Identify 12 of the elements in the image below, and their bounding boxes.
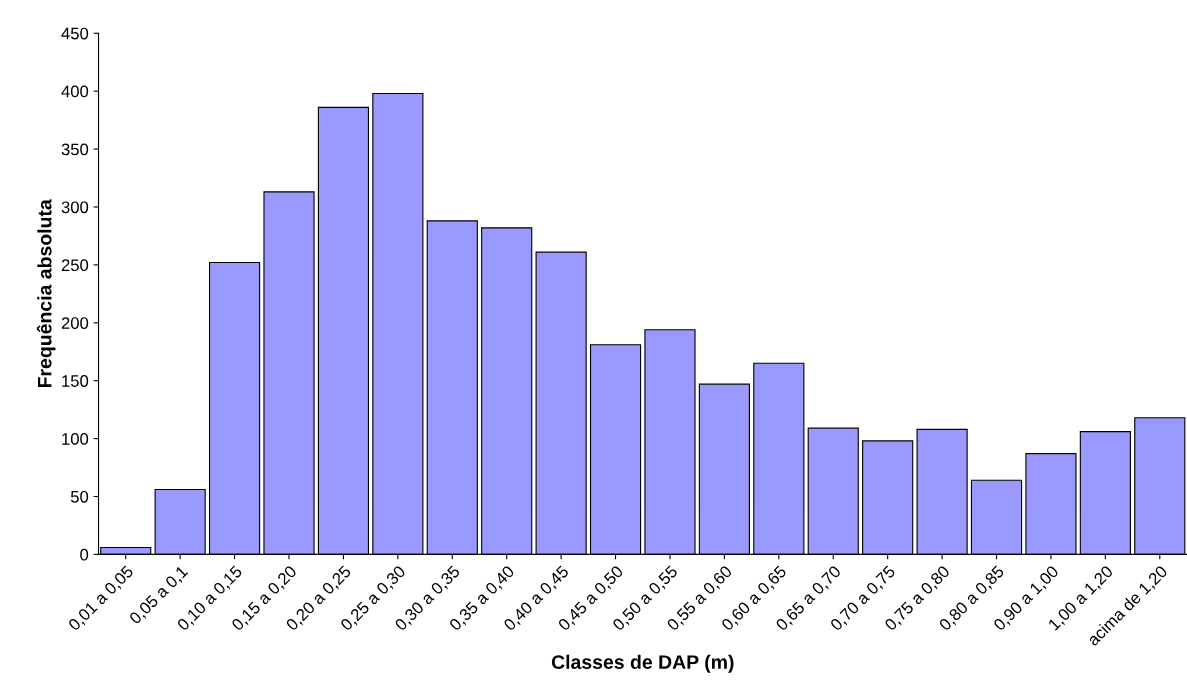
y-tick-label: 100 [62,432,89,445]
y-tick-label: 50 [70,490,89,503]
y-tick-label: 350 [61,143,89,156]
y-tick-label: 400 [61,85,89,98]
y-tick-label: 450 [61,27,89,40]
x-axis-title: Classes de DAP (m) [551,654,734,673]
y-tick-label: 150 [62,375,89,387]
y-tick-label: 0 [80,548,89,561]
y-tick-label: 250 [61,259,89,272]
y-tick-label: 200 [61,317,89,329]
y-tick-label: 300 [61,201,89,214]
y-axis-title: Frequência absoluta [36,199,56,388]
